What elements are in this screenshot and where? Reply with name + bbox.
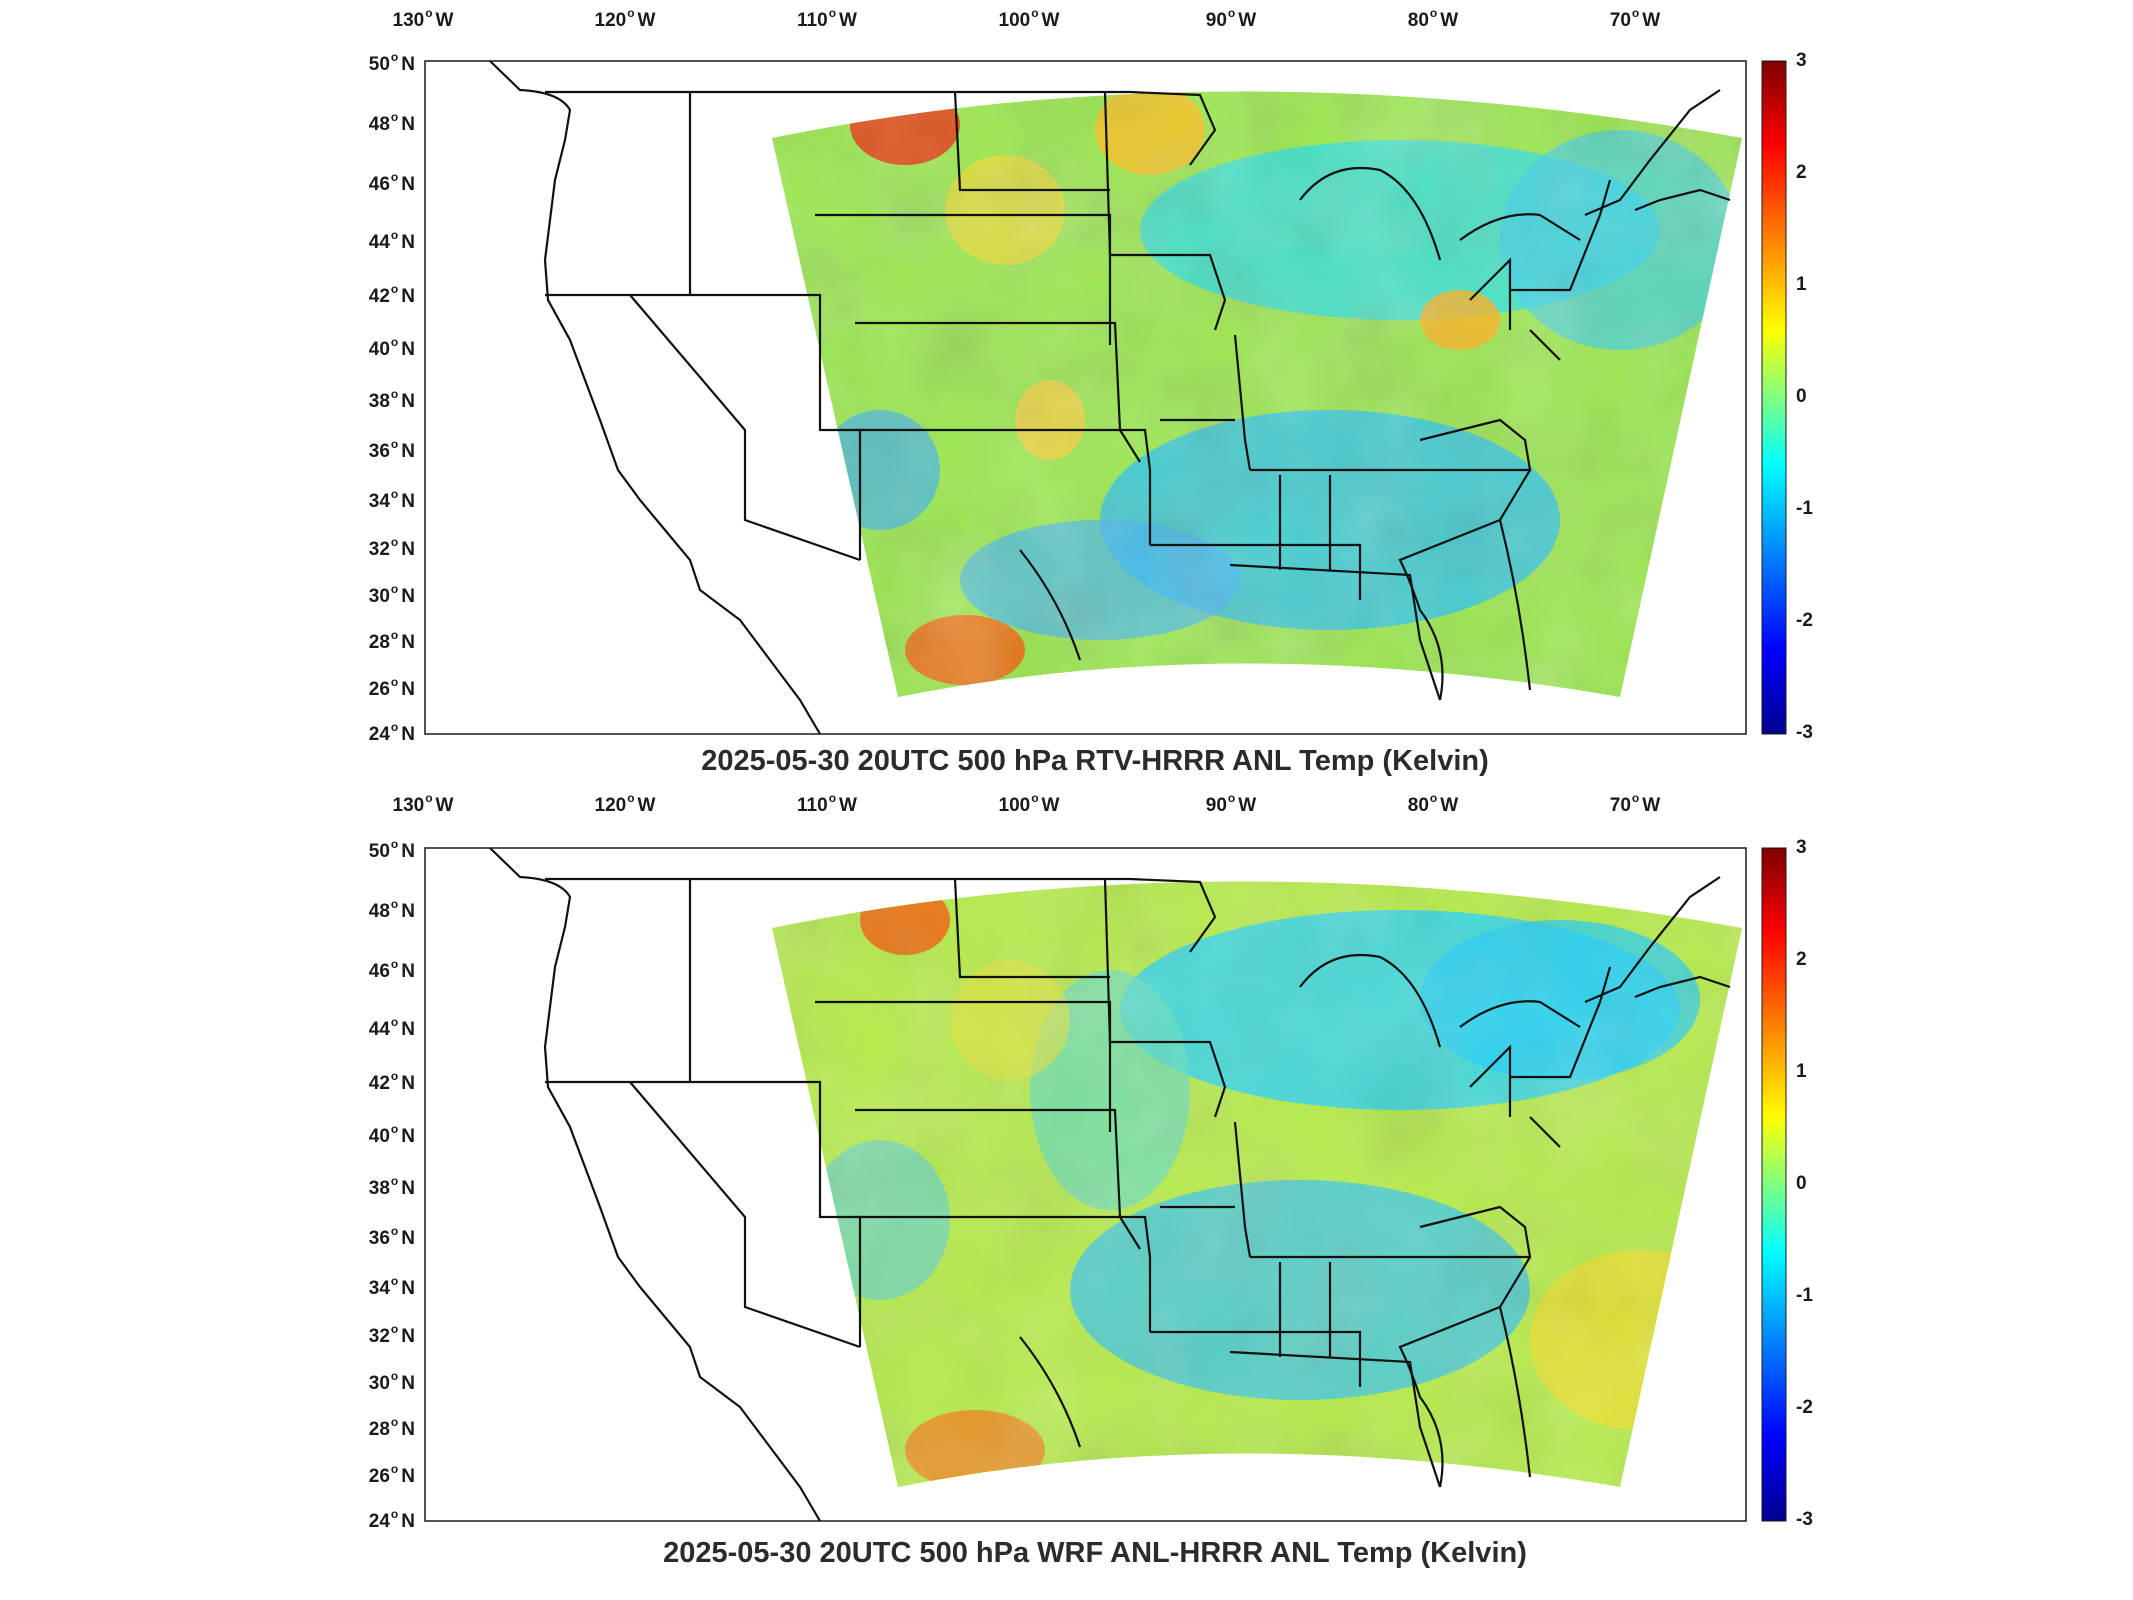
colorbar-tick: 1 xyxy=(1796,1061,1807,1082)
lon-tick: 130o W xyxy=(392,6,454,31)
lon-tick: 120o W xyxy=(594,791,656,816)
lon-tick: 90o W xyxy=(1205,791,1257,816)
lon-tick: 90o W xyxy=(1205,6,1257,31)
lat-tick: 28o N xyxy=(368,628,415,653)
colorbar-tick: 0 xyxy=(1796,386,1807,407)
lat-tick: 38o N xyxy=(368,1174,415,1199)
lat-tick: 36o N xyxy=(368,437,415,462)
lat-tick: 24o N xyxy=(368,720,415,745)
lat-tick: 48o N xyxy=(368,110,415,135)
temperature-difference-field xyxy=(772,91,1742,697)
lon-tick: 80o W xyxy=(1407,791,1459,816)
lon-tick: 80o W xyxy=(1407,6,1459,31)
colorbar-tick: -2 xyxy=(1796,1397,1813,1418)
lon-tick: 100o W xyxy=(998,791,1060,816)
lat-tick: 34o N xyxy=(368,487,415,512)
lon-tick: 100o W xyxy=(998,6,1060,31)
map-title: 2025-05-30 20UTC 500 hPa WRF ANL-HRRR AN… xyxy=(663,1537,1527,1569)
lon-tick: 130o W xyxy=(392,791,454,816)
lat-tick: 34o N xyxy=(368,1274,415,1299)
map-wrf xyxy=(424,847,1787,1522)
lon-tick: 70o W xyxy=(1609,791,1661,816)
colorbar xyxy=(1761,60,1787,735)
lat-tick: 30o N xyxy=(368,1369,415,1394)
colorbar xyxy=(1761,847,1787,1522)
colorbar-tick: -2 xyxy=(1796,610,1813,631)
lat-tick: 50o N xyxy=(368,837,415,862)
colorbar-tick: 2 xyxy=(1796,162,1807,183)
lat-tick: 42o N xyxy=(368,1069,415,1094)
map-panel-rtv: 130o W 120o W 110o W 100o W 90o W 80o W 70o W 5… xyxy=(0,0,2133,790)
colorbar-tick: -3 xyxy=(1796,722,1813,743)
colorbar-tick: 3 xyxy=(1796,837,1807,858)
colorbar-tick: 2 xyxy=(1796,949,1807,970)
map-title: 2025-05-30 20UTC 500 hPa RTV-HRRR ANL Te… xyxy=(701,745,1489,777)
colorbar-tick: 1 xyxy=(1796,274,1807,295)
colorbar-tick: -3 xyxy=(1796,1509,1813,1530)
lat-tick: 46o N xyxy=(368,170,415,195)
map-panel-wrf: 130o W 120o W 110o W 100o W 90o W 80o W 70o W 5… xyxy=(0,790,2133,1590)
lat-tick: 28o N xyxy=(368,1415,415,1440)
lon-tick: 110o W xyxy=(797,6,857,31)
lat-tick: 44o N xyxy=(368,228,415,253)
colorbar-tick: -1 xyxy=(1796,498,1813,519)
lon-tick: 110o W xyxy=(797,791,857,816)
lon-tick: 70o W xyxy=(1609,6,1661,31)
lat-tick: 50o N xyxy=(368,50,415,75)
lat-tick: 36o N xyxy=(368,1224,415,1249)
colorbar-tick: 3 xyxy=(1796,50,1807,71)
map-rtv xyxy=(424,60,1787,735)
lat-tick: 24o N xyxy=(368,1507,415,1532)
lat-tick: 48o N xyxy=(368,897,415,922)
lat-tick: 46o N xyxy=(368,957,415,982)
temperature-difference-field xyxy=(772,881,1742,1487)
lat-tick: 42o N xyxy=(368,282,415,307)
lat-tick: 32o N xyxy=(368,1322,415,1347)
lat-tick: 30o N xyxy=(368,582,415,607)
lat-tick: 32o N xyxy=(368,535,415,560)
colorbar-tick: 0 xyxy=(1796,1173,1807,1194)
lat-tick: 26o N xyxy=(368,1462,415,1487)
state-boundaries xyxy=(489,847,1731,1522)
lat-tick: 38o N xyxy=(368,387,415,412)
lat-tick: 40o N xyxy=(368,335,415,360)
colorbar-tick: -1 xyxy=(1796,1285,1813,1306)
lat-tick: 44o N xyxy=(368,1015,415,1040)
lon-tick: 120o W xyxy=(594,6,656,31)
lat-tick: 26o N xyxy=(368,675,415,700)
lat-tick: 40o N xyxy=(368,1122,415,1147)
state-boundaries xyxy=(489,60,1731,735)
